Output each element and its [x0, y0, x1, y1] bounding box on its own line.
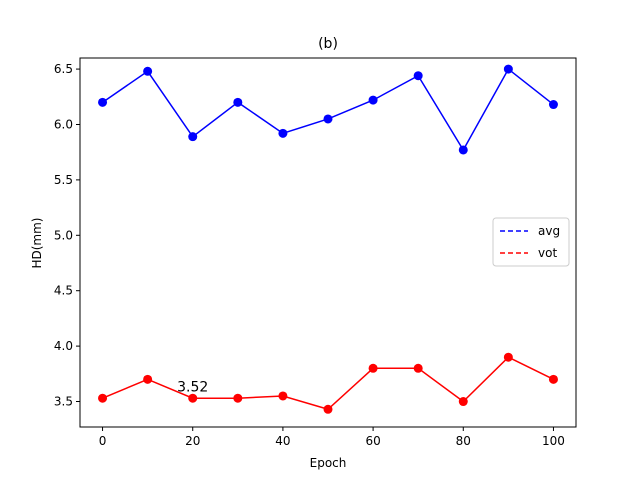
annotation-layer: 3.52 [177, 379, 208, 395]
x-tick-label-3: 60 [365, 434, 380, 448]
data-point-avg-9 [503, 64, 513, 74]
series-layer [98, 64, 558, 414]
legend-label-vot: vot [538, 246, 557, 260]
y-tick-label-3: 5.0 [54, 228, 73, 242]
y-tick-label-1: 4.0 [54, 339, 73, 353]
data-point-avg-5 [323, 114, 333, 124]
data-point-vot-3 [233, 393, 243, 403]
data-point-avg-6 [368, 95, 378, 105]
data-point-avg-7 [413, 71, 423, 81]
data-point-avg-1 [143, 66, 153, 76]
data-point-vot-2 [188, 393, 198, 403]
data-point-vot-4 [278, 391, 288, 401]
y-tick-label-4: 5.5 [54, 173, 73, 187]
data-point-avg-2 [188, 132, 198, 142]
data-point-vot-0 [98, 393, 108, 403]
data-point-vot-10 [548, 374, 558, 384]
x-tick-label-1: 20 [185, 434, 200, 448]
data-point-avg-8 [458, 145, 468, 155]
x-tick-label-5: 100 [542, 434, 565, 448]
y-tick-label-2: 4.5 [54, 284, 73, 298]
data-point-avg-3 [233, 97, 243, 107]
data-point-vot-1 [143, 374, 153, 384]
data-point-avg-4 [278, 128, 288, 138]
data-point-vot-7 [413, 363, 423, 373]
chart-title: (b) [318, 36, 338, 52]
plot-frame [79, 57, 577, 428]
x-tick-label-0: 0 [99, 434, 107, 448]
legend-box [492, 217, 570, 267]
data-point-vot-8 [458, 397, 468, 407]
data-point-avg-10 [548, 100, 558, 110]
annotation-0: 3.52 [177, 379, 208, 395]
y-axis-label: HD(mm) [30, 217, 44, 268]
y-tick-label-0: 3.5 [54, 395, 73, 409]
x-axis-label: Epoch [310, 456, 347, 470]
x-tick-label-4: 80 [456, 434, 471, 448]
legend: avg vot [492, 217, 570, 267]
data-point-vot-5 [323, 404, 333, 414]
data-point-vot-9 [503, 352, 513, 362]
y-axis-ticks: 3.5 4.0 4.5 5.0 5.5 6.0 6.5 [54, 62, 80, 409]
y-tick-label-6: 6.5 [54, 62, 73, 76]
y-tick-label-5: 6.0 [54, 117, 73, 131]
legend-label-avg: avg [538, 224, 560, 238]
x-axis-ticks: 0 20 40 60 80 100 [99, 427, 565, 448]
data-point-avg-0 [98, 97, 108, 107]
x-tick-label-2: 40 [275, 434, 290, 448]
data-point-vot-6 [368, 363, 378, 373]
